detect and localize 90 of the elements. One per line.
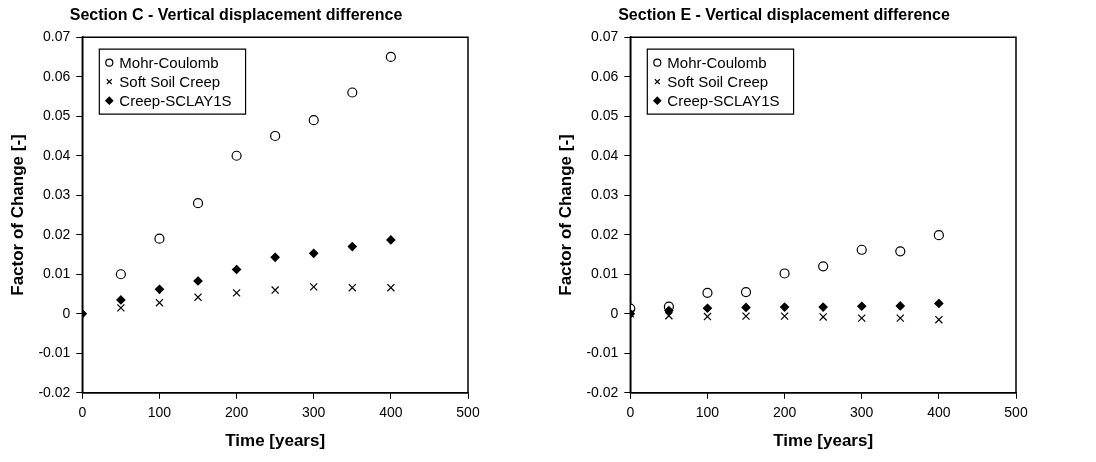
y-tick-label: -0.02 [38, 383, 71, 400]
point [857, 313, 866, 323]
point [309, 248, 319, 258]
point [231, 264, 242, 275]
point [308, 115, 319, 126]
y-tick-label: 0 [62, 304, 71, 321]
x-tick-label: 500 [456, 404, 480, 421]
y-tick-label: -0.01 [586, 344, 619, 361]
point [231, 150, 242, 161]
point [703, 312, 712, 321]
point [155, 298, 164, 307]
point [818, 302, 828, 312]
x-tick-label: 300 [302, 404, 326, 421]
x-tick-label: 400 [927, 404, 951, 421]
point [386, 235, 396, 245]
point [818, 261, 829, 272]
point [895, 246, 906, 257]
point [702, 303, 713, 313]
point [741, 312, 751, 321]
x-tick-label: 200 [224, 404, 249, 421]
legend-label: Mohr-Coulomb [667, 53, 767, 71]
x-tick-label: 0 [78, 404, 87, 421]
y-tick-label: 0.06 [43, 67, 71, 84]
y-tick-label: 0.05 [43, 107, 71, 124]
point [116, 303, 126, 312]
y-tick-label: 0.02 [591, 225, 619, 242]
point [933, 230, 944, 241]
point [348, 283, 357, 292]
chart-title: Section E - Vertical displacement difference [618, 6, 950, 24]
y-tick-label: 0.04 [591, 146, 619, 163]
point [896, 313, 905, 323]
y-tick-label: 0.04 [43, 146, 71, 163]
point [193, 293, 203, 302]
legend-label: Creep-SCLAY1S [667, 91, 780, 109]
point [154, 233, 165, 244]
y-axis-title: Factor of Change [-] [7, 134, 27, 296]
point [819, 312, 828, 322]
x-axis-title: Time [years] [773, 431, 874, 451]
point [270, 252, 280, 262]
point [116, 295, 126, 305]
point [232, 288, 241, 297]
point [386, 283, 395, 292]
point [270, 130, 281, 142]
point [740, 286, 752, 298]
y-tick-label: 0.02 [43, 225, 71, 242]
x-tick-label: 300 [850, 404, 874, 421]
point [115, 269, 126, 280]
point [934, 298, 944, 309]
x-tick-label: 200 [772, 404, 797, 421]
y-tick-label: 0.01 [43, 265, 71, 282]
point [271, 285, 280, 295]
legend-label: Mohr-Coulomb [119, 53, 219, 71]
point [192, 198, 204, 209]
y-tick-label: 0.01 [591, 265, 619, 282]
x-tick-label: 100 [147, 404, 172, 421]
x-tick-label: 500 [1004, 404, 1028, 421]
y-tick-label: 0.03 [591, 186, 619, 203]
y-tick-label: 0.03 [43, 186, 71, 203]
chart-title: Section C - Vertical displacement difference [69, 6, 403, 24]
point [779, 268, 790, 279]
point [154, 284, 165, 294]
x-tick-label: 0 [626, 404, 635, 421]
y-tick-label: 0 [610, 304, 619, 321]
point [664, 306, 674, 316]
point [741, 302, 751, 313]
point [385, 51, 396, 63]
legend-label: Soft Soil Creep [667, 72, 769, 90]
point [780, 312, 789, 321]
x-axis-title: Time [years] [225, 431, 326, 451]
x-tick-label: 100 [695, 404, 720, 421]
point [779, 302, 790, 312]
point [664, 311, 674, 320]
y-tick-label: -0.01 [38, 344, 71, 361]
y-tick-label: 0.05 [591, 107, 619, 124]
y-tick-label: 0.06 [591, 67, 619, 84]
point [857, 301, 867, 311]
point [895, 301, 905, 311]
point [309, 282, 318, 292]
point [702, 287, 713, 298]
x-tick-label: 400 [379, 404, 403, 421]
y-axis-title: Factor of Change [-] [555, 134, 575, 296]
point [347, 242, 357, 252]
legend-label: Soft Soil Creep [119, 72, 221, 90]
y-tick-label: 0.07 [43, 28, 71, 45]
y-tick-label: 0.07 [591, 28, 619, 45]
legend-label: Creep-SCLAY1S [119, 91, 232, 109]
point [347, 87, 358, 98]
point [856, 244, 867, 255]
point [934, 315, 943, 324]
y-tick-label: -0.02 [586, 383, 619, 400]
